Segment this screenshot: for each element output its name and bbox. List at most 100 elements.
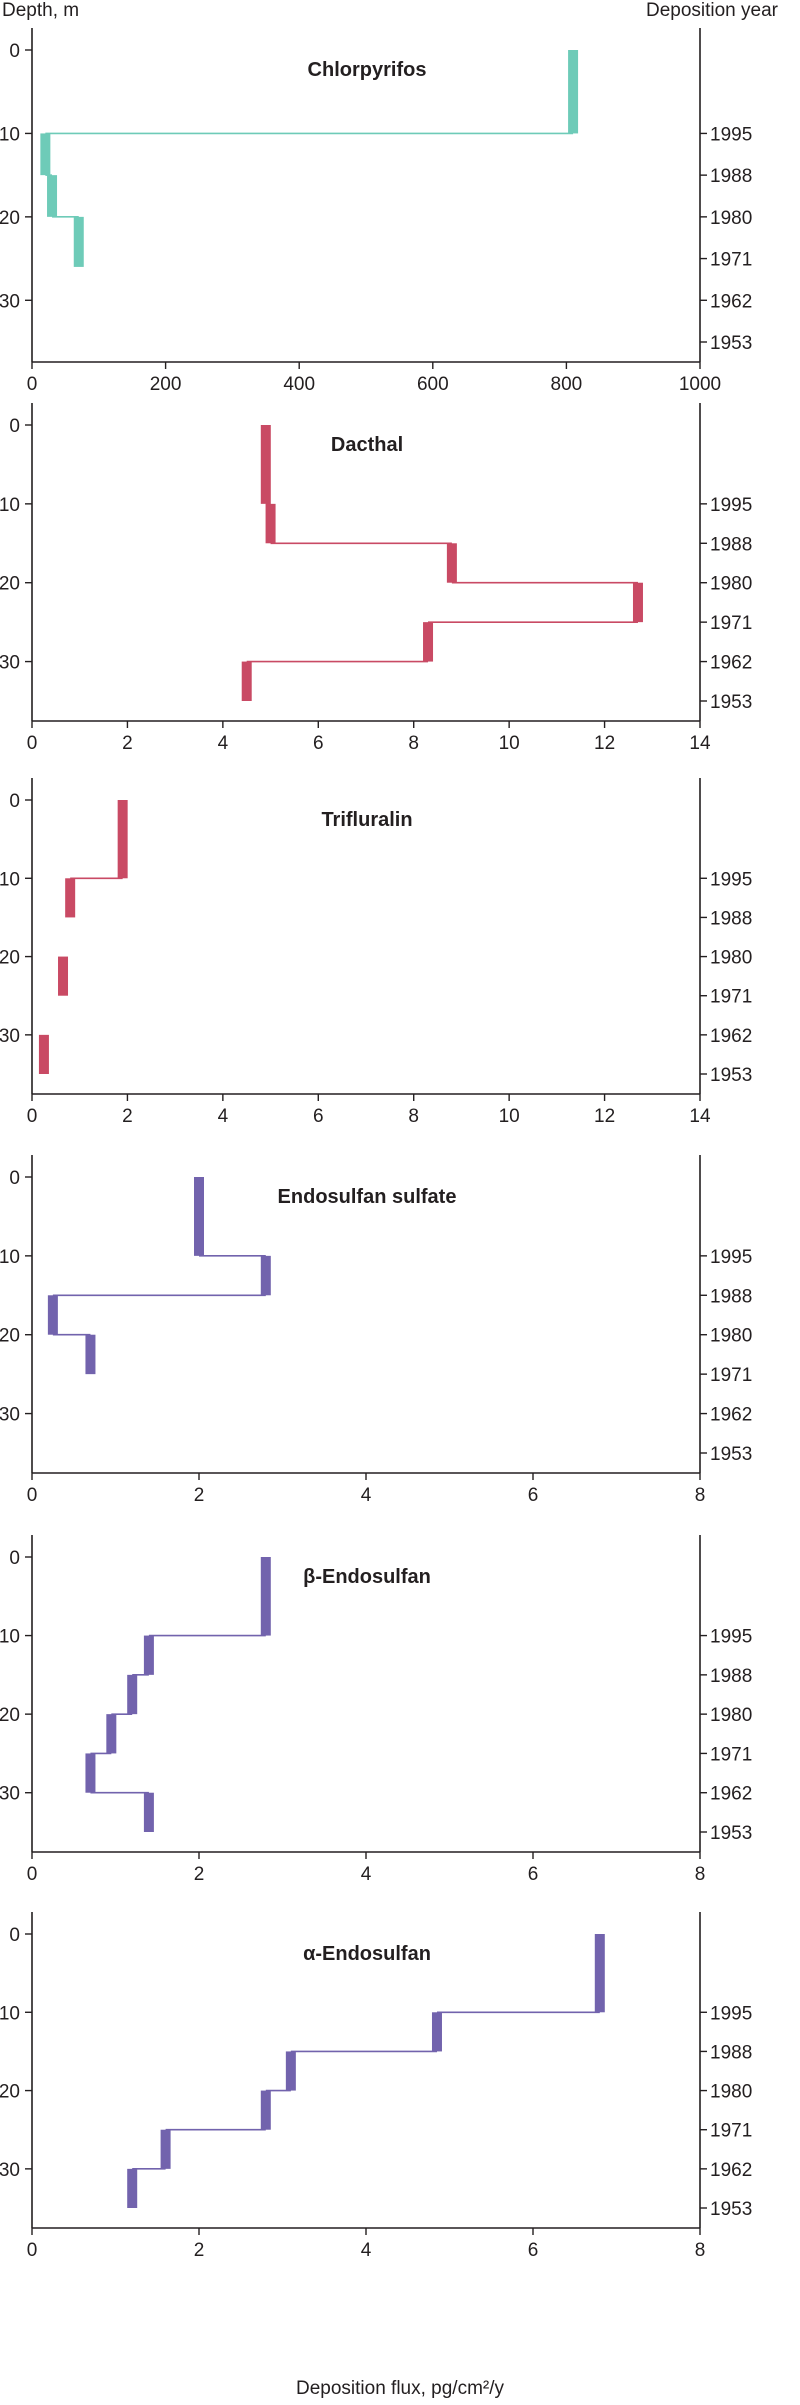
chart-6-year-tick-label: 1953	[710, 2199, 752, 2220]
chart-3-flux-bar	[117, 800, 128, 879]
chart-6-title: α-Endosulfan	[303, 1943, 431, 1965]
chart-5-x-tick-label: 0	[27, 1864, 38, 1885]
chart-3-flux-bar	[38, 1034, 49, 1074]
chart-4-y-tick-label: 20	[0, 1326, 20, 1347]
chart-4-flux-bar	[85, 1334, 96, 1375]
chart-1-y-tick-label: 10	[0, 124, 20, 145]
chart-3-title: Trifluralin	[321, 809, 412, 831]
chart-1-y-tick-label: 30	[0, 291, 20, 312]
chart-2-flux-bar	[632, 582, 643, 623]
chart-5-year-tick-label: 1962	[710, 1784, 752, 1805]
chart-5-x-tick-label: 4	[361, 1864, 372, 1885]
chart-5-y-tick-label: 10	[0, 1627, 20, 1648]
chart-6-y-tick-label: 20	[0, 2082, 20, 2103]
chart-1-flux-bar	[568, 50, 579, 134]
chart-1-title: Chlorpyrifos	[308, 59, 427, 81]
chart-6-flux-bar	[431, 2012, 442, 2052]
chart-2-x-tick-label: 14	[689, 733, 711, 754]
chart-2-x-tick-label: 6	[313, 733, 324, 754]
chart-2-flux-bar	[423, 622, 434, 662]
chart-5-year-tick-label: 1953	[710, 1823, 752, 1844]
chart-2-year-tick-label: 1971	[710, 613, 752, 634]
chart-3-x-tick-label: 8	[408, 1106, 419, 1127]
chart-3-flux-bar	[58, 956, 69, 996]
chart-6-flux-bar	[127, 2168, 138, 2208]
chart-3-year-tick-label: 1995	[710, 869, 752, 890]
chart-4-x-tick-label: 8	[695, 1485, 706, 1506]
chart-4-x-tick-label: 2	[194, 1485, 205, 1506]
chart-3-y-tick-label: 0	[9, 791, 20, 812]
chart-5-year-tick-label: 1971	[710, 1744, 752, 1765]
chart-6-year-tick-label: 1962	[710, 2160, 752, 2181]
chart-3-x-tick-label: 10	[499, 1106, 520, 1127]
chart-5-y-tick-label: 0	[9, 1548, 20, 1569]
chart-5-year-tick-label: 1995	[710, 1627, 752, 1648]
chart-6-year-tick-label: 1988	[710, 2042, 752, 2063]
chart-2-year-tick-label: 1953	[710, 692, 752, 713]
chart-4-year-tick-label: 1980	[710, 1326, 752, 1347]
chart-2-title: Dacthal	[331, 434, 403, 456]
chart-4-x-tick-label: 6	[528, 1485, 539, 1506]
chart-3-year-tick-label: 1988	[710, 908, 752, 929]
chart-3-x-tick-label: 4	[218, 1106, 229, 1127]
chart-6-y-tick-label: 10	[0, 2003, 20, 2024]
chart-2-year-tick-label: 1962	[710, 653, 752, 674]
chart-4-year-tick-label: 1971	[710, 1365, 752, 1386]
chart-3-x-tick-label: 12	[594, 1106, 615, 1127]
chart-2-x-tick-label: 8	[408, 733, 419, 754]
chart-5-flux-bar	[106, 1714, 117, 1754]
chart-5-flux-bar	[260, 1557, 271, 1636]
chart-3-y-tick-label: 30	[0, 1026, 20, 1047]
chart-1-x-tick-label: 0	[27, 374, 38, 395]
chart-3-x-tick-label: 6	[313, 1106, 324, 1127]
chart-2-x-tick-label: 12	[594, 733, 615, 754]
chart-2-y-tick-label: 0	[9, 416, 20, 437]
chart-3-year-tick-label: 1980	[710, 948, 752, 969]
chart-5-title: β-Endosulfan	[303, 1566, 431, 1588]
chart-4-y-tick-label: 10	[0, 1247, 20, 1268]
chart-3-year-tick-label: 1962	[710, 1026, 752, 1047]
chart-2-x-tick-label: 4	[218, 733, 229, 754]
chart-5-year-tick-label: 1988	[710, 1666, 752, 1687]
chart-1-y-tick-label: 0	[9, 41, 20, 62]
chart-4-flux-bar	[47, 1295, 58, 1335]
chart-4-flux-bar	[260, 1255, 271, 1296]
chart-5-y-tick-label: 20	[0, 1705, 20, 1726]
chart-6-flux-bar	[260, 2090, 271, 2130]
chart-2-year-tick-label: 1988	[710, 534, 752, 555]
chart-2-y-tick-label: 10	[0, 495, 20, 516]
chart-4-year-tick-label: 1988	[710, 1286, 752, 1307]
chart-4-y-tick-label: 0	[9, 1168, 20, 1189]
chart-2-x-tick-label: 10	[499, 733, 520, 754]
chart-5-x-tick-label: 8	[695, 1864, 706, 1885]
chart-1-year-tick-label: 1953	[710, 333, 752, 354]
chart-1-x-tick-label: 200	[150, 374, 182, 395]
chart-1-year-tick-label: 1995	[710, 124, 752, 145]
chart-6-y-tick-label: 0	[9, 1925, 20, 1946]
chart-2-flux-bar	[265, 503, 276, 544]
chart-4-y-tick-label: 30	[0, 1405, 20, 1426]
chart-5-flux-bar	[85, 1753, 96, 1793]
chart-5-x-tick-label: 2	[194, 1864, 205, 1885]
chart-2-year-tick-label: 1980	[710, 574, 752, 595]
chart-3-y-tick-label: 20	[0, 948, 20, 969]
chart-1-flux-bar	[73, 216, 84, 267]
chart-4-year-tick-label: 1995	[710, 1247, 752, 1268]
chart-2-y-tick-label: 20	[0, 574, 20, 595]
chart-6-x-tick-label: 0	[27, 2240, 38, 2261]
chart-6-x-tick-label: 6	[528, 2240, 539, 2261]
chart-5-flux-bar	[143, 1635, 154, 1675]
chart-1-y-tick-label: 20	[0, 208, 20, 229]
chart-2-year-tick-label: 1995	[710, 495, 752, 516]
chart-6-year-tick-label: 1995	[710, 2003, 752, 2024]
chart-6-flux-bar	[594, 1934, 605, 2013]
chart-5-flux-bar	[127, 1674, 138, 1715]
chart-4-year-tick-label: 1962	[710, 1405, 752, 1426]
chart-1-year-tick-label: 1971	[710, 250, 752, 271]
chart-6-x-tick-label: 2	[194, 2240, 205, 2261]
chart-5-y-tick-label: 30	[0, 1784, 20, 1805]
chart-6-year-tick-label: 1971	[710, 2121, 752, 2142]
chart-5-flux-bar	[143, 1792, 154, 1832]
chart-2-flux-bar	[446, 543, 457, 583]
